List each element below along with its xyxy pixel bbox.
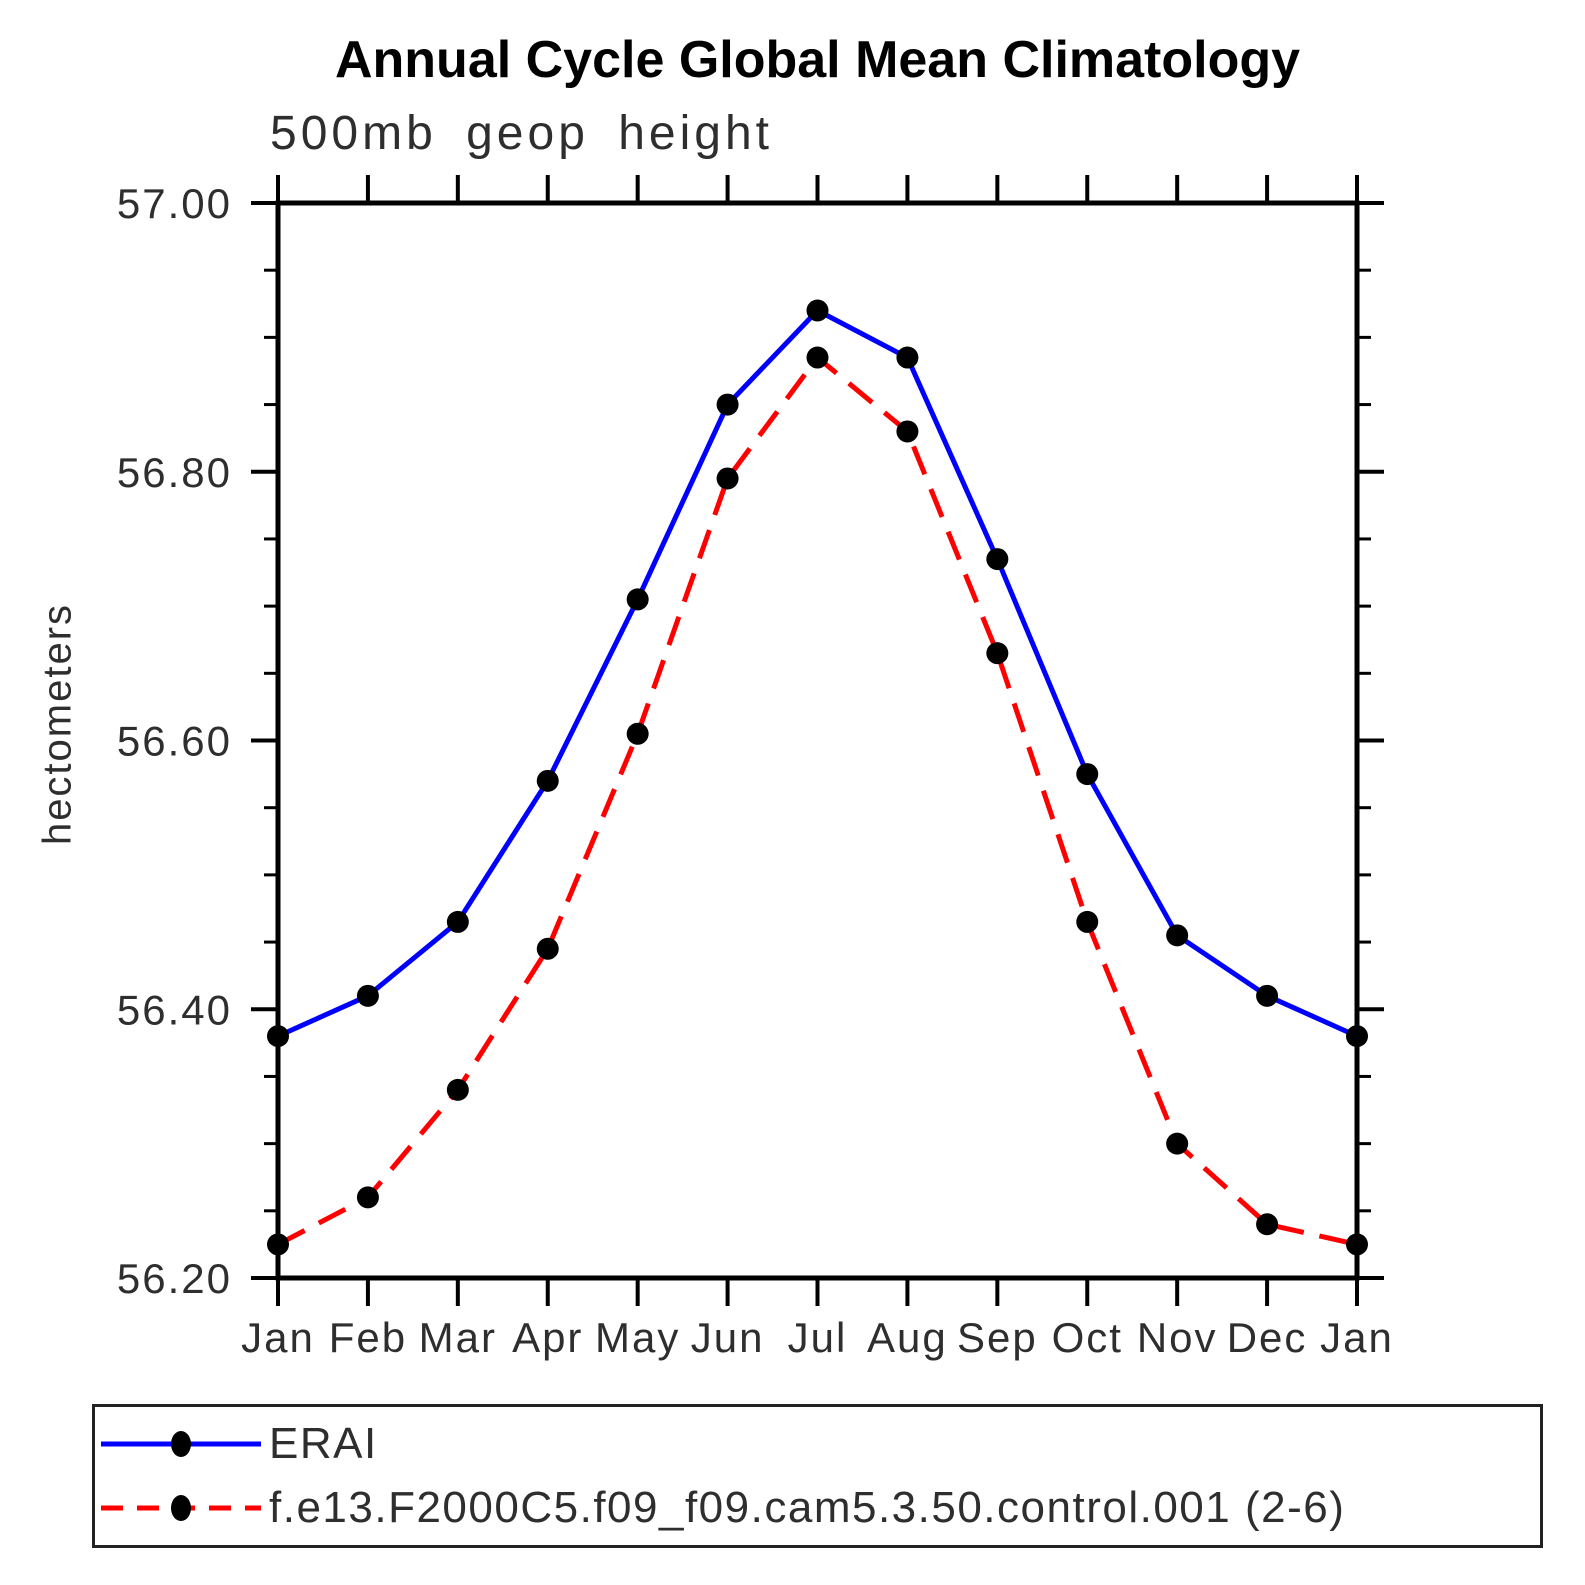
x-tick-label: Jan [1320, 1314, 1394, 1361]
data-point-marker [1346, 1025, 1368, 1048]
x-tick-label: Dec [1227, 1314, 1308, 1361]
data-point-marker [1076, 910, 1099, 933]
data-point-marker [716, 467, 739, 490]
series-line-0 [276, 308, 1359, 1039]
x-tick-label: Mar [419, 1314, 497, 1361]
y-tick-label: 56.80 [117, 449, 232, 496]
x-tick-label: Jun [691, 1314, 765, 1361]
data-point-marker [267, 1025, 289, 1048]
legend-sample-solid-line [101, 1430, 261, 1457]
x-tick-label: Oct [1052, 1314, 1123, 1361]
data-point-marker [1346, 1233, 1368, 1256]
data-point-marker [716, 393, 739, 416]
y-tick-label: 57.00 [117, 180, 232, 227]
data-point-marker [626, 722, 649, 745]
data-point-marker [446, 910, 469, 933]
legend-sample-dashed-line [101, 1495, 261, 1522]
data-point-marker [1256, 1213, 1279, 1236]
data-point-marker [806, 299, 829, 322]
data-point-marker [896, 346, 919, 369]
data-point-marker [806, 346, 829, 369]
data-point-marker [356, 984, 379, 1007]
data-point-marker [1166, 1132, 1189, 1155]
data-point-marker [896, 420, 919, 443]
data-point-marker [356, 1186, 379, 1209]
data-point-marker [1166, 924, 1189, 947]
legend-label: ERAI [269, 1418, 378, 1468]
chart-subtitle: 500mb geop height [270, 107, 773, 160]
x-tick-label: Jan [241, 1314, 315, 1361]
data-point-marker [986, 642, 1009, 665]
y-tick-label: 56.40 [117, 986, 232, 1033]
data-point-marker [536, 937, 559, 960]
plot-area: Jan Feb Mar Apr May Jun Jul Aug Sep Oct Nov Dec Jan5… [117, 175, 1394, 1361]
data-point-marker [986, 548, 1009, 571]
y-tick-label: 56.20 [117, 1255, 232, 1302]
data-point-marker [1076, 763, 1099, 786]
x-tick-label: Apr [512, 1314, 583, 1361]
legend-label: f.e13.F2000C5.f09_f09.cam5.3.50.control.… [269, 1483, 1346, 1533]
data-point-marker [536, 769, 559, 792]
series-line-1 [276, 355, 1358, 1247]
data-point-marker [267, 1233, 289, 1256]
legend-row: f.e13.F2000C5.f09_f09.cam5.3.50.control.… [97, 1480, 1540, 1536]
x-tick-label: Sep [957, 1314, 1038, 1361]
x-tick-label: Aug [867, 1314, 948, 1361]
x-tick-label: Nov [1137, 1314, 1218, 1361]
legend-row: ERAI [97, 1416, 1540, 1472]
data-point-marker [626, 588, 649, 611]
data-point-marker [446, 1078, 469, 1101]
chart-title: Annual Cycle Global Mean Climatology [334, 31, 1301, 89]
x-tick-label: May [595, 1314, 680, 1361]
legend-box: ERAI f.e13.F2000C5.f09_f09.cam5.3.50.cont… [92, 1404, 1543, 1548]
legend-marker [171, 1430, 191, 1457]
x-tick-label: Feb [329, 1314, 407, 1361]
x-tick-label: Jul [788, 1314, 848, 1361]
data-point-marker [1256, 984, 1279, 1007]
legend-marker [171, 1495, 191, 1522]
y-tick-label: 56.60 [117, 718, 232, 765]
